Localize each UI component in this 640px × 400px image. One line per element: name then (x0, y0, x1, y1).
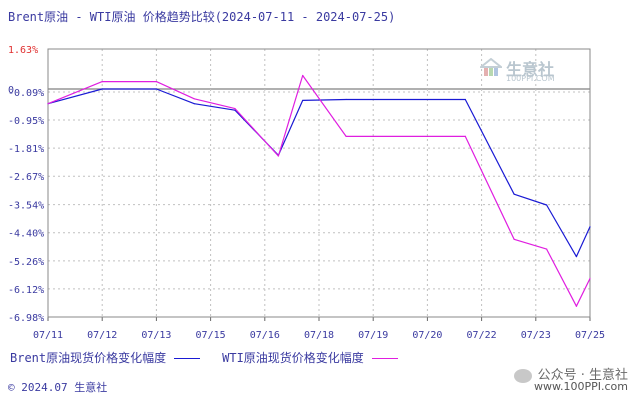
axis-layer: 1.63% 0-0.09% -0.95% -1.81% -2.67% -3.54% -4.4… (8, 45, 605, 341)
legend-swatch-brent (174, 358, 201, 359)
logo-brand: 生意社 (506, 60, 555, 79)
data-point-wti (193, 98, 195, 100)
x-tick-label: 07/13 (141, 330, 171, 341)
data-point-wti (155, 81, 157, 83)
y-tick-label: -6.98% (8, 313, 44, 324)
y-tick-label: -5.26% (8, 257, 44, 268)
x-tick-label: 07/25 (575, 330, 605, 341)
y-tick-label: -3.54% (8, 201, 44, 212)
data-point-brent (464, 98, 466, 101)
plot-frame (47, 48, 591, 318)
data-point-brent (345, 98, 347, 101)
y-tick-label: -1.81% (8, 144, 44, 155)
legend-label-brent: Brent原油现货价格变化幅度 (10, 351, 167, 365)
data-point-wti (47, 103, 49, 105)
data-point-brent (372, 98, 374, 101)
y-tick-label: 0 (8, 85, 14, 96)
data-point-wti (575, 305, 578, 307)
data-point-wti (513, 238, 515, 240)
data-point-wti (345, 135, 347, 137)
data-point-wti (589, 277, 591, 280)
x-tick-label: 07/22 (467, 330, 497, 341)
data-point-brent (101, 88, 103, 90)
data-point-brent (589, 226, 591, 228)
copyright-footer: © 2024.07 生意社 (8, 381, 108, 394)
data-point-wti (302, 74, 304, 77)
data-point-brent (193, 103, 195, 105)
x-tick-label: 07/12 (87, 330, 117, 341)
y-tick-label: -2.67% (8, 172, 44, 183)
series-line-wti (47, 74, 591, 307)
data-point-wti (101, 81, 103, 83)
chart-title: Brent原油 - WTI原油 价格趋势比较(2024-07-11 - 2024… (8, 10, 396, 24)
legend-swatch-wti (371, 358, 398, 359)
wechat-icon (513, 368, 532, 383)
watermark-logo: 生意社 100PPI.COM (480, 56, 576, 84)
y-tick-label: -0.95% (8, 116, 44, 127)
chart-legend: Brent原油现货价格变化幅度 WTI原油现货价格变化幅度 (10, 349, 420, 366)
data-point-brent (234, 109, 236, 111)
logo-site: 100PPI.COM (506, 74, 555, 83)
x-tick-label: 07/16 (250, 330, 280, 341)
data-point-brent (302, 99, 304, 102)
data-point-wti (234, 107, 236, 110)
x-tick-label: 07/23 (521, 330, 551, 341)
x-tick-label: 07/11 (33, 330, 63, 341)
y-tick-label: 1.63% (8, 45, 38, 56)
series-layer (47, 74, 591, 307)
data-point-brent (575, 255, 578, 258)
data-point-brent (546, 204, 548, 206)
legend-label-wti: WTI原油现货价格变化幅度 (222, 351, 364, 365)
source-text: 公众号 · 生意社 (537, 368, 628, 383)
watermark-url: www.100PPI.com (534, 380, 628, 393)
data-point-brent (155, 88, 157, 90)
source-credit: 公众号 · 生意社 (513, 364, 628, 383)
series-line-brent (47, 88, 591, 258)
data-point-wti (372, 135, 374, 137)
y-tick-label: -4.40% (8, 229, 44, 240)
data-point-brent (513, 193, 515, 195)
data-point-wti (464, 135, 466, 137)
y-tick-label: -0.09% (8, 88, 44, 99)
data-point-wti (546, 248, 548, 250)
x-tick-label: 07/20 (412, 330, 442, 341)
logo-house-icon (480, 58, 502, 76)
data-point-wti (277, 155, 279, 157)
x-tick-label: 07/19 (358, 330, 388, 341)
x-tick-label: 07/15 (196, 330, 226, 341)
x-tick-label: 07/18 (304, 330, 334, 341)
y-tick-label: -6.12% (8, 285, 44, 296)
